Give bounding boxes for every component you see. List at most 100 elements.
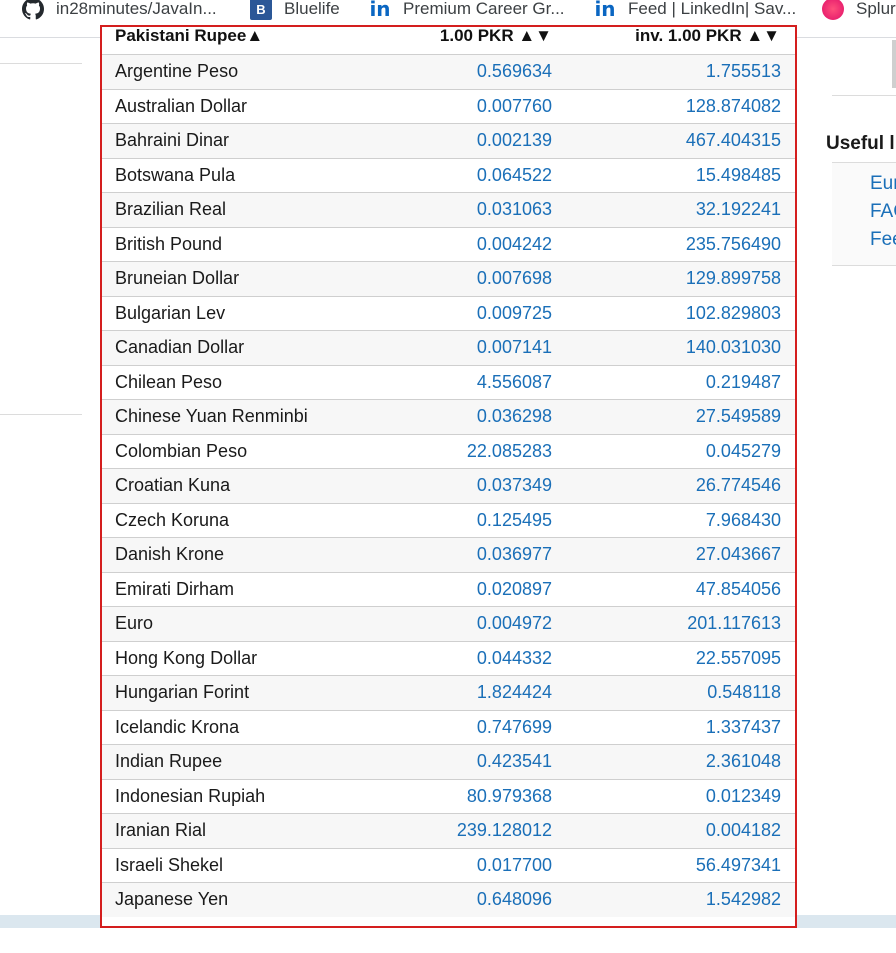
currency-name[interactable]: Emirati Dirham	[115, 578, 235, 599]
table-row: Indian Rupee 0.423541 2.361048	[102, 744, 795, 779]
header-inverse[interactable]: inv. 1.00 PKR ▲▼	[635, 26, 780, 46]
rate-value[interactable]: 0.009725	[476, 302, 552, 323]
inverse-rate-value[interactable]: 22.557095	[695, 647, 781, 668]
currency-name[interactable]: Argentine Peso	[115, 61, 239, 82]
inverse-rate-value[interactable]: 140.031030	[685, 337, 781, 358]
inverse-rate-value[interactable]: 1.542982	[705, 889, 781, 910]
currency-name[interactable]: Hong Kong Dollar	[115, 647, 258, 668]
inverse-rate-value[interactable]: 129.899758	[685, 268, 781, 289]
inverse-rate-value[interactable]: 102.829803	[685, 302, 781, 323]
currency-name[interactable]: Canadian Dollar	[115, 337, 245, 358]
currency-table: Pakistani Rupee▲ 1.00 PKR ▲▼ inv. 1.00 P…	[100, 25, 797, 928]
useful-link-feedback[interactable]: Fee	[870, 229, 896, 250]
rate-value[interactable]: 0.007698	[476, 268, 552, 289]
inverse-rate-value[interactable]: 0.219487	[705, 371, 781, 392]
rate-value[interactable]: 0.648096	[476, 889, 552, 910]
rate-value[interactable]: 22.085283	[466, 440, 552, 461]
rate-value[interactable]: 0.036298	[476, 406, 552, 427]
sort-toggle-icon: ▲▼	[746, 26, 780, 45]
rate-value[interactable]: 0.064522	[476, 164, 552, 185]
rate-value[interactable]: 0.423541	[476, 751, 552, 772]
rate-value[interactable]: 239.128012	[456, 820, 552, 841]
currency-name[interactable]: Hungarian Forint	[115, 682, 250, 703]
inverse-rate-value[interactable]: 26.774546	[695, 475, 781, 496]
rate-value[interactable]: 0.747699	[476, 716, 552, 737]
inverse-rate-value[interactable]: 2.361048	[705, 751, 781, 772]
inverse-rate-value[interactable]: 467.404315	[685, 130, 781, 151]
table-row: Australian Dollar 0.007760 128.874082	[102, 88, 795, 123]
table-row: British Pound 0.004242 235.756490	[102, 226, 795, 261]
table-row: Euro 0.004972 201.117613	[102, 606, 795, 641]
rate-value[interactable]: 0.044332	[476, 647, 552, 668]
currency-name[interactable]: Australian Dollar	[115, 95, 248, 116]
useful-link-faq[interactable]: FAC	[870, 201, 896, 222]
inverse-rate-value[interactable]: 0.012349	[705, 785, 781, 806]
inverse-rate-value[interactable]: 47.854056	[695, 578, 781, 599]
table-row: Emirati Dirham 0.020897 47.854056	[102, 571, 795, 606]
inverse-rate-value[interactable]: 128.874082	[685, 95, 781, 116]
currency-name[interactable]: Japanese Yen	[115, 889, 229, 910]
inverse-rate-value[interactable]: 201.117613	[687, 613, 781, 634]
table-row: Czech Koruna 0.125495 7.968430	[102, 502, 795, 537]
rate-value[interactable]: 0.007760	[476, 95, 552, 116]
bookmark-label: Splur	[856, 0, 896, 18]
rate-value[interactable]: 0.569634	[476, 61, 552, 82]
inverse-rate-value[interactable]: 56.497341	[695, 854, 781, 875]
inverse-rate-value[interactable]: 1.755513	[705, 61, 781, 82]
rate-value[interactable]: 0.031063	[476, 199, 552, 220]
table-body: Argentine Peso 0.569634 1.755513 Australian…	[102, 54, 795, 917]
table-row: Hungarian Forint 1.824424 0.548118	[102, 675, 795, 710]
rate-value[interactable]: 0.002139	[476, 130, 552, 151]
currency-name[interactable]: Chilean Peso	[115, 371, 223, 392]
inverse-rate-value[interactable]: 27.043667	[695, 544, 781, 565]
currency-name[interactable]: Indonesian Rupiah	[115, 785, 266, 806]
linkedin-icon: in	[594, 0, 616, 21]
rate-value[interactable]: 0.007141	[476, 337, 552, 358]
currency-name[interactable]: Botswana Pula	[115, 164, 236, 185]
currency-name[interactable]: Croatian Kuna	[115, 475, 231, 496]
inverse-rate-value[interactable]: 32.192241	[695, 199, 781, 220]
currency-name[interactable]: Brazilian Real	[115, 199, 227, 220]
currency-name[interactable]: Colombian Peso	[115, 440, 248, 461]
inverse-rate-value[interactable]: 15.498485	[695, 164, 781, 185]
bookmark-bluelife[interactable]: B Bluelife	[250, 0, 340, 21]
bookmark-linkedin-feed[interactable]: in Feed | LinkedIn| Sav...	[594, 0, 796, 21]
header-currency[interactable]: Pakistani Rupee▲	[115, 27, 263, 46]
bookmark-splunk[interactable]: Splur	[822, 0, 896, 21]
rate-value[interactable]: 0.037349	[476, 475, 552, 496]
rate-value[interactable]: 4.556087	[476, 371, 552, 392]
inverse-rate-value[interactable]: 27.549589	[695, 406, 781, 427]
inverse-rate-value[interactable]: 7.968430	[705, 509, 781, 530]
rate-value[interactable]: 0.036977	[476, 544, 552, 565]
rate-value[interactable]: 0.004242	[476, 233, 552, 254]
currency-name[interactable]: Indian Rupee	[115, 751, 223, 772]
currency-name[interactable]: Euro	[115, 613, 154, 634]
inverse-rate-value[interactable]: 0.004182	[705, 820, 781, 841]
bookmark-label: Premium Career Gr...	[403, 0, 565, 18]
currency-name[interactable]: Chinese Yuan Renminbi	[115, 406, 308, 427]
currency-name[interactable]: Icelandic Krona	[115, 716, 240, 737]
currency-name[interactable]: Iranian Rial	[115, 820, 207, 841]
rate-value[interactable]: 0.125495	[476, 509, 552, 530]
currency-name[interactable]: Bahraini Dinar	[115, 130, 230, 151]
rate-value[interactable]: 1.824424	[476, 682, 552, 703]
inverse-rate-value[interactable]: 0.548118	[707, 682, 781, 703]
currency-name[interactable]: Czech Koruna	[115, 509, 230, 530]
rate-value[interactable]: 80.979368	[466, 785, 552, 806]
header-rate[interactable]: 1.00 PKR ▲▼	[440, 27, 552, 46]
rate-value[interactable]: 0.020897	[476, 578, 552, 599]
currency-name[interactable]: British Pound	[115, 233, 223, 254]
rate-value[interactable]: 0.004972	[476, 613, 552, 634]
inverse-rate-value[interactable]: 235.756490	[685, 233, 781, 254]
currency-name[interactable]: Bulgarian Lev	[115, 302, 226, 323]
currency-name[interactable]: Bruneian Dollar	[115, 268, 240, 289]
inverse-rate-value[interactable]: 0.045279	[705, 440, 781, 461]
inverse-rate-value[interactable]: 1.337437	[705, 716, 781, 737]
bookmark-premium-career[interactable]: in Premium Career Gr...	[369, 0, 565, 21]
currency-name[interactable]: Israeli Shekel	[115, 854, 224, 875]
bookmark-label: Bluelife	[284, 0, 340, 18]
bookmark-in28minutes[interactable]: in28minutes/JavaIn...	[22, 0, 217, 21]
currency-name[interactable]: Danish Krone	[115, 544, 225, 565]
rate-value[interactable]: 0.017700	[476, 854, 552, 875]
useful-link-euro[interactable]: Eur	[870, 173, 896, 194]
